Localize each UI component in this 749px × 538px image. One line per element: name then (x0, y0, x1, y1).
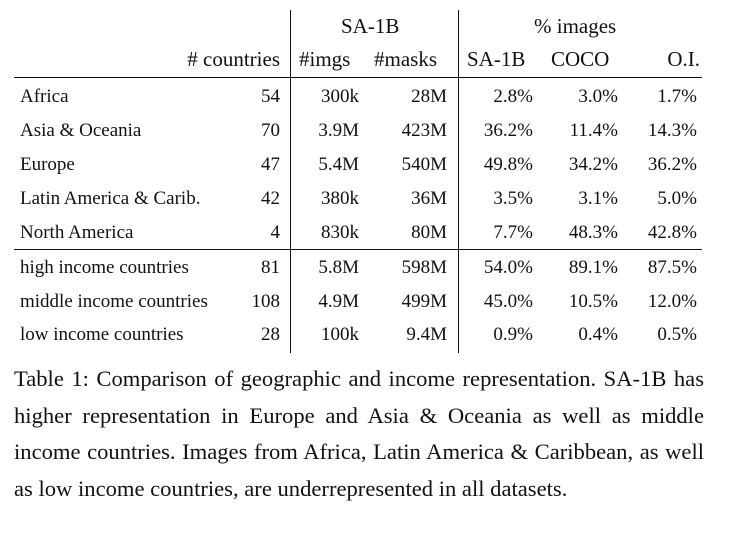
col-header-coco: COCO (551, 47, 610, 71)
cell-oi-pct: 14.3% (647, 120, 697, 141)
cell-masks: 598M (401, 257, 447, 278)
header-rule (14, 77, 702, 79)
cell-countries: 4 (270, 222, 281, 243)
cell-sa1b-pct: 36.2% (483, 120, 533, 141)
cell-oi-pct: 42.8% (647, 222, 697, 243)
col-header-oi: O.I. (667, 47, 700, 71)
cell-oi-pct: 0.5% (657, 324, 697, 345)
row-label: middle income countries (20, 291, 208, 312)
cell-masks: 423M (401, 120, 447, 141)
cell-masks: 499M (401, 291, 447, 312)
cell-masks: 80M (411, 222, 447, 243)
cell-sa1b-pct: 2.8% (493, 86, 533, 107)
cell-oi-pct: 87.5% (647, 257, 697, 278)
cell-coco-pct: 10.5% (568, 291, 618, 312)
cell-masks: 28M (411, 86, 447, 107)
group-header-pct-images: % images (534, 14, 617, 38)
cell-masks: 540M (401, 154, 447, 175)
cell-coco-pct: 0.4% (578, 324, 618, 345)
column-divider-sa1b (458, 10, 460, 353)
cell-countries: 81 (261, 257, 280, 278)
cell-coco-pct: 11.4% (569, 120, 618, 141)
col-header-imgs: #imgs (299, 47, 351, 71)
column-divider-countries (290, 10, 292, 353)
row-label: high income countries (20, 257, 189, 278)
cell-countries: 28 (261, 324, 280, 345)
cell-imgs: 4.9M (318, 291, 359, 312)
cell-sa1b-pct: 49.8% (483, 154, 533, 175)
cell-countries: 54 (261, 86, 280, 107)
cell-imgs: 5.8M (318, 257, 359, 278)
row-label: Latin America & Carib. (20, 188, 201, 209)
cell-masks: 36M (411, 188, 447, 209)
col-header-sa1b: SA-1B (467, 47, 526, 71)
row-label: Asia & Oceania (20, 120, 142, 141)
cell-imgs: 100k (321, 324, 359, 345)
cell-oi-pct: 12.0% (647, 291, 697, 312)
table-caption: Table 1: Comparison of geographic and in… (14, 366, 704, 501)
cell-oi-pct: 1.7% (657, 86, 697, 107)
cell-sa1b-pct: 45.0% (483, 291, 533, 312)
group-header-sa1b: SA-1B (341, 14, 400, 38)
cell-coco-pct: 3.1% (578, 188, 618, 209)
cell-sa1b-pct: 3.5% (493, 188, 533, 209)
cell-sa1b-pct: 54.0% (483, 257, 533, 278)
cell-imgs: 300k (321, 86, 359, 107)
cell-countries: 70 (261, 120, 280, 141)
cell-coco-pct: 48.3% (568, 222, 618, 243)
cell-countries: 42 (261, 188, 280, 209)
col-header-countries: # countries (187, 47, 280, 71)
cell-imgs: 5.4M (318, 154, 359, 175)
row-label: Africa (20, 86, 69, 107)
cell-oi-pct: 5.0% (657, 188, 697, 209)
cell-countries: 47 (261, 154, 280, 175)
cell-coco-pct: 89.1% (568, 257, 618, 278)
income-section-rule (14, 249, 702, 251)
row-label: Europe (20, 154, 75, 175)
col-header-masks: #masks (374, 47, 437, 71)
cell-coco-pct: 34.2% (568, 154, 618, 175)
cell-oi-pct: 36.2% (647, 154, 697, 175)
cell-imgs: 830k (321, 222, 359, 243)
cell-sa1b-pct: 0.9% (493, 324, 533, 345)
cell-imgs: 3.9M (318, 120, 359, 141)
cell-coco-pct: 3.0% (578, 86, 618, 107)
cell-masks: 9.4M (406, 324, 447, 345)
cell-countries: 108 (251, 291, 281, 312)
cell-sa1b-pct: 7.7% (493, 222, 533, 243)
row-label: North America (20, 222, 134, 243)
cell-imgs: 380k (321, 188, 359, 209)
row-label: low income countries (20, 324, 184, 345)
